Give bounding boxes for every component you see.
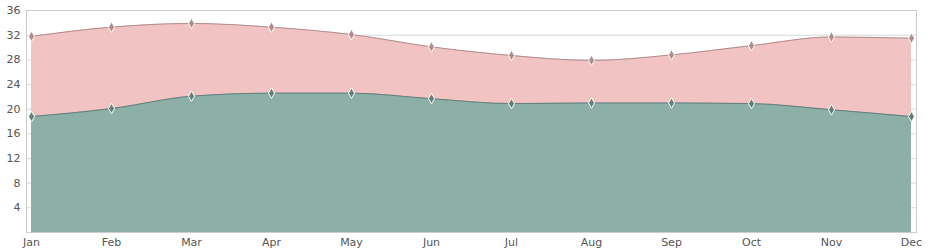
svg-text:Sep: Sep bbox=[661, 236, 682, 249]
svg-text:4: 4 bbox=[14, 201, 21, 214]
svg-text:36: 36 bbox=[7, 4, 21, 17]
svg-text:28: 28 bbox=[7, 53, 21, 66]
svg-text:Aug: Aug bbox=[581, 236, 602, 249]
svg-text:Jun: Jun bbox=[422, 236, 440, 249]
svg-text:Apr: Apr bbox=[262, 236, 282, 249]
svg-text:Jul: Jul bbox=[504, 236, 518, 249]
svg-text:8: 8 bbox=[14, 177, 21, 190]
svg-text:Mar: Mar bbox=[181, 236, 202, 249]
svg-text:Oct: Oct bbox=[742, 236, 762, 249]
svg-text:24: 24 bbox=[7, 78, 21, 91]
svg-text:May: May bbox=[340, 236, 363, 249]
svg-text:12: 12 bbox=[7, 152, 21, 165]
svg-text:Nov: Nov bbox=[821, 236, 843, 249]
svg-text:Jan: Jan bbox=[22, 236, 40, 249]
svg-text:20: 20 bbox=[7, 103, 21, 116]
svg-text:32: 32 bbox=[7, 29, 21, 42]
svg-text:16: 16 bbox=[7, 127, 21, 140]
svg-text:Feb: Feb bbox=[102, 236, 121, 249]
svg-text:Dec: Dec bbox=[901, 236, 922, 249]
